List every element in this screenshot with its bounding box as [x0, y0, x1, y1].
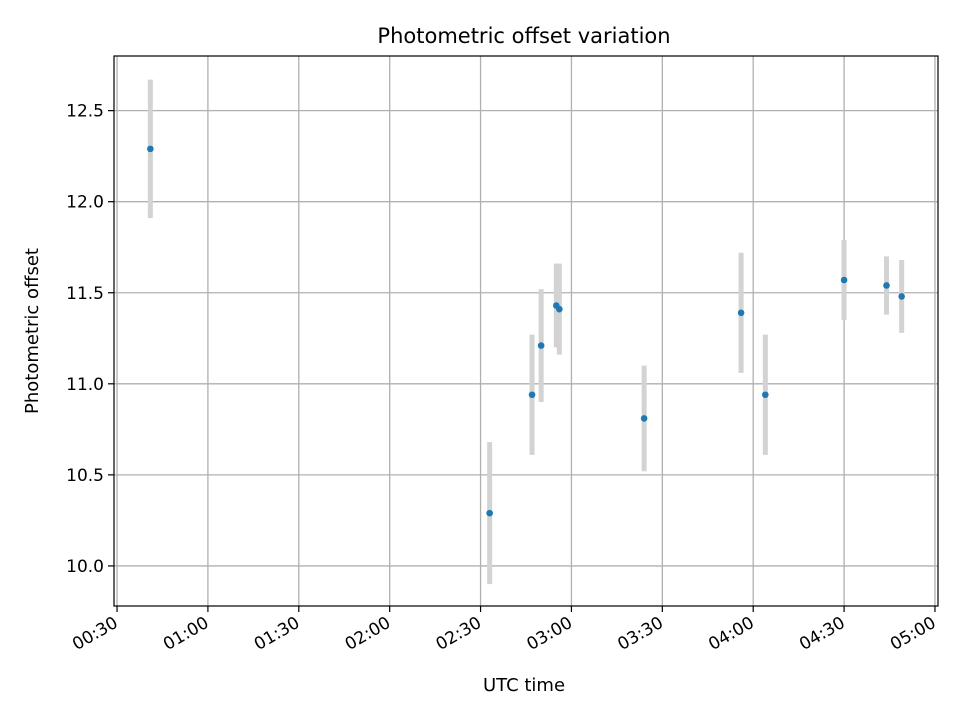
data-point: [528, 391, 536, 399]
y-tick-label: 10.5: [66, 466, 104, 486]
chart-title: Photometric offset variation: [377, 24, 670, 48]
errorbar-layer: [147, 79, 905, 585]
data-point: [640, 415, 648, 422]
data-point: [762, 391, 769, 399]
y-tick-label: 12.5: [66, 102, 104, 122]
y-tick-label: 11.5: [66, 284, 104, 304]
grid-layer: [114, 56, 938, 606]
x-tick-label: 01:30: [251, 613, 303, 655]
x-tick-label: 04:00: [705, 613, 757, 655]
y-tick-label: 11.0: [66, 375, 104, 395]
x-tick-label: 00:30: [69, 613, 121, 655]
x-tick-label: 01:00: [160, 613, 212, 655]
x-tick-label: 03:00: [524, 613, 576, 655]
data-point: [556, 305, 563, 313]
x-tick-label: 02:00: [342, 613, 394, 655]
data-point: [537, 342, 545, 349]
x-tick-label: 02:30: [433, 613, 485, 655]
data-point: [737, 309, 745, 317]
tick-layer: 00:30 01:00 01:30 02:00 02:30 03:00 03:30 04:00…: [66, 102, 939, 655]
x-axis-label: UTC time: [483, 675, 565, 696]
y-tick-label: 10.0: [66, 557, 104, 577]
x-tick-label: 04:30: [796, 613, 848, 655]
data-point: [898, 293, 905, 300]
x-tick-label: 03:30: [614, 613, 666, 655]
plot-frame: [113, 55, 939, 607]
y-tick-label: 12.0: [66, 193, 104, 213]
data-point: [883, 282, 890, 289]
data-point: [147, 145, 154, 153]
point-layer: [147, 145, 905, 517]
y-axis-label: Photometric offset: [22, 248, 43, 414]
x-tick-label: 05:00: [887, 613, 939, 655]
data-point: [840, 276, 848, 284]
data-point: [486, 509, 493, 517]
